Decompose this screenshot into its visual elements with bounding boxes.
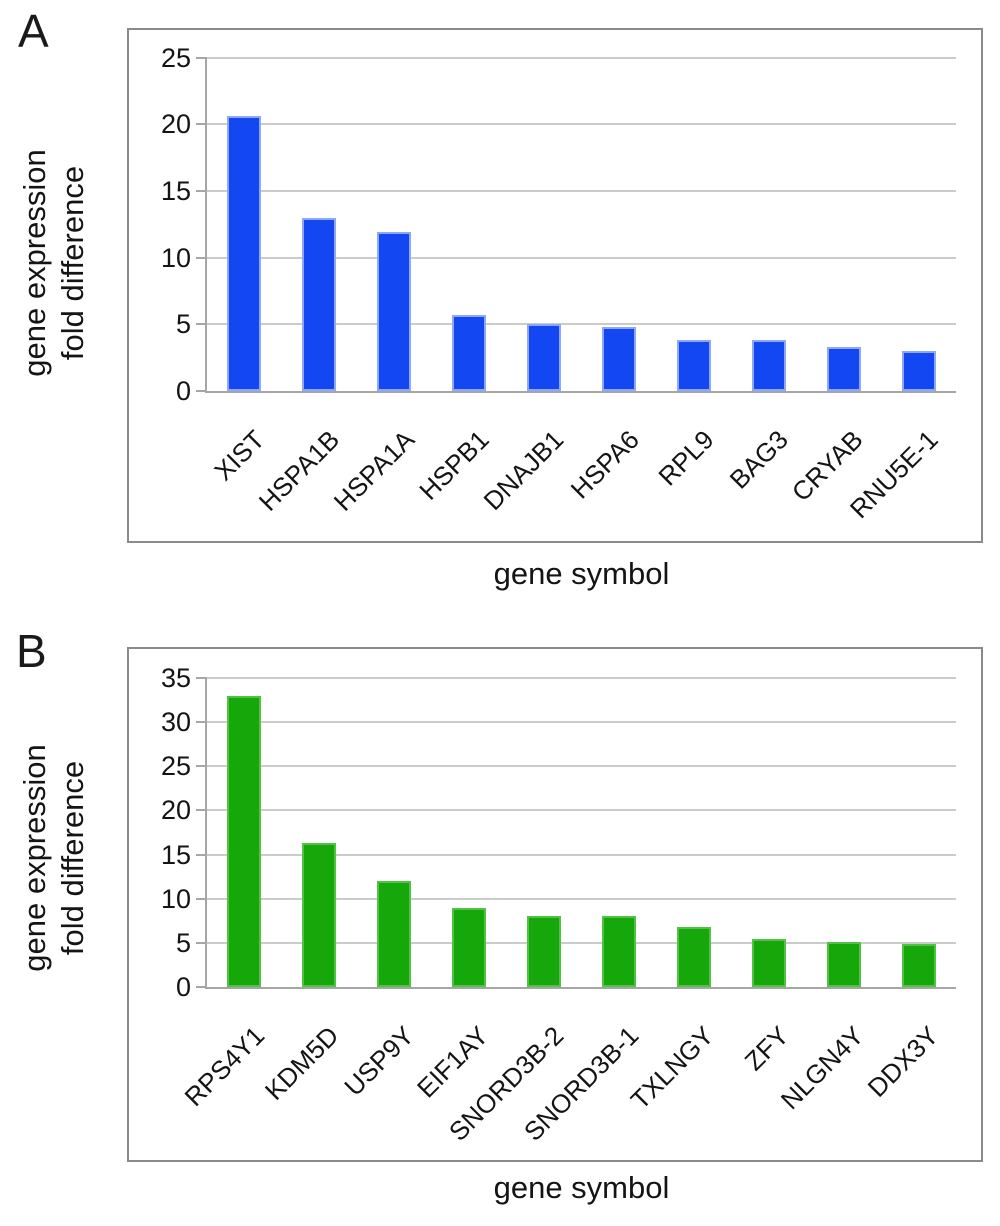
panel-b-bar-usp9y (377, 881, 412, 987)
panel-a-bar-cryab (826, 346, 861, 391)
panel-a-chart-area: 0 5 10 15 20 25 XIST HSPA1B HSPA1A HSPB1 DNAJB1 HSP… (127, 28, 983, 543)
panel-a-gridline-25 (207, 56, 956, 59)
panel-a-y-tick-label-10: 10 (160, 242, 191, 273)
panel-b-y-axis-title-line2: fold difference (55, 760, 90, 956)
panel-b-bar-zfy (751, 939, 786, 987)
panel-b-y-axis-title: gene expression fold difference (16, 744, 92, 972)
panel-a-y-axis-title-line1: gene expression (17, 149, 52, 377)
panel-a-y-tick-10 (196, 256, 207, 259)
panel-a-y-tick-label-20: 20 (160, 109, 191, 140)
panel-a-y-axis-line (205, 57, 207, 393)
panel-b-y-tick-25 (196, 765, 207, 768)
panel-a-x-cat-label-hspa1a: HSPA1A (327, 424, 420, 517)
panel-a-gridline-15 (207, 189, 956, 192)
panel-b-bar-eif1ay (452, 907, 487, 987)
panel-a-y-tick-0 (196, 390, 207, 392)
panel-a-letter: A (18, 5, 49, 57)
panel-b-gridline-30 (207, 721, 956, 724)
panel-b-gridline-20 (207, 809, 956, 812)
panel-a-x-cat-label-dnajb1: DNAJB1 (477, 424, 570, 517)
panel-b-letter: B (16, 625, 47, 677)
panel-a-y-tick-5 (196, 323, 207, 326)
panel-b-y-tick-10 (196, 897, 207, 900)
panel-b-y-axis-line (205, 678, 207, 989)
panel-b-bar-snord3b-1 (601, 916, 636, 987)
panel-b-y-tick-30 (196, 721, 207, 724)
panel-a-y-tick-20 (196, 123, 207, 126)
panel-a-bar-rnu5e-1 (901, 350, 936, 391)
panel-a-bar-hspa1b (302, 217, 337, 391)
panel-b-x-cat-label-txlngy: TXLNGY (624, 1020, 720, 1116)
panel-b-y-tick-label-35: 35 (160, 663, 191, 693)
panel-b-gridline-10 (207, 897, 956, 900)
panel-a-y-axis-title: gene expression fold difference (16, 149, 92, 377)
panel-a-x-cat-label-xist: XIST (207, 424, 270, 487)
panel-a-x-axis-line (205, 391, 956, 393)
panel-b-y-tick-5 (196, 941, 207, 944)
panel-b-bar-nlgn4y (826, 941, 861, 987)
panel-b-y-tick-label-0: 0 (175, 972, 191, 1002)
panel-b-y-tick-label-30: 30 (160, 707, 191, 738)
panel-a-x-cat-label-hspa1b: HSPA1B (252, 424, 345, 517)
panel-a-bar-rpl9 (676, 340, 711, 391)
panel-b-y-axis-title-line1: gene expression (17, 744, 52, 972)
panel-b-gridline-5 (207, 941, 956, 944)
panel-b-y-tick-label-25: 25 (160, 751, 191, 782)
panel-b-y-tick-15 (196, 853, 207, 856)
panel-a-gridline-10 (207, 256, 956, 259)
panel-a-gridline-20 (207, 123, 956, 126)
panel-b-x-cat-label-kdm5d: KDM5D (259, 1020, 345, 1106)
panel-a-bar-hspa6 (601, 326, 636, 391)
panel-b-y-tick-label-15: 15 (160, 839, 191, 870)
panel-b-x-cat-label-ddx3y: DDX3Y (861, 1020, 945, 1103)
panel-a-y-axis-title-line2: fold difference (55, 165, 90, 361)
panel-a-y-tick-label-15: 15 (160, 175, 191, 206)
panel-a-y-tick-label-0: 0 (175, 376, 191, 406)
panel-b-gridline-35 (207, 677, 956, 679)
panel-a-bar-hspa1a (377, 232, 412, 391)
panel-a-bar-dnajb1 (527, 324, 562, 391)
panel-b-x-cat-label-zfy: ZFY (738, 1020, 795, 1077)
panel-b-y-tick-0 (196, 986, 207, 988)
panel-b-bar-snord3b-2 (527, 916, 562, 987)
panel-b-chart-area: 0 5 10 15 20 25 30 35 RPS4Y1 KDM5D USP9Y EIF1AY SNOR… (127, 647, 983, 1162)
panel-b-gridline-15 (207, 853, 956, 856)
panel-a-x-cat-label-bag3: BAG3 (723, 424, 795, 495)
panel-b-bar-txlngy (676, 926, 711, 987)
panel-b-gridline-25 (207, 765, 956, 768)
panel-b-bar-rps4y1 (227, 695, 262, 987)
panel-b-y-tick-label-5: 5 (175, 927, 191, 958)
panel-b-bar-ddx3y (901, 943, 936, 987)
panel-a-y-tick-label-5: 5 (175, 309, 191, 340)
panel-a-x-cat-label-hspa6: HSPA6 (564, 424, 645, 505)
panel-a-y-tick-25 (196, 56, 207, 59)
panel-b-y-tick-20 (196, 809, 207, 812)
panel-a-bar-xist (227, 116, 262, 391)
panel-a-bar-bag3 (751, 340, 786, 391)
panel-a-y-tick-label-25: 25 (160, 42, 191, 73)
panel-b-y-tick-label-20: 20 (160, 795, 191, 826)
panel-b-y-tick-35 (196, 677, 207, 679)
panel-b-x-cat-label-usp9y: USP9Y (338, 1020, 420, 1102)
panel-b-x-cat-label-rps4y1: RPS4Y1 (178, 1020, 270, 1113)
panel-a-bar-hspb1 (452, 314, 487, 391)
panel-a-x-cat-label-rpl9: RPL9 (652, 424, 720, 492)
panel-a-y-tick-15 (196, 189, 207, 192)
panel-b-x-axis-title: gene symbol (493, 1170, 670, 1205)
panel-b-x-axis-line (205, 987, 956, 989)
panel-b-y-tick-label-10: 10 (160, 883, 191, 914)
panel-a-x-axis-title: gene symbol (493, 556, 670, 591)
panel-a-gridline-5 (207, 323, 956, 326)
panel-b-bar-kdm5d (302, 843, 337, 987)
